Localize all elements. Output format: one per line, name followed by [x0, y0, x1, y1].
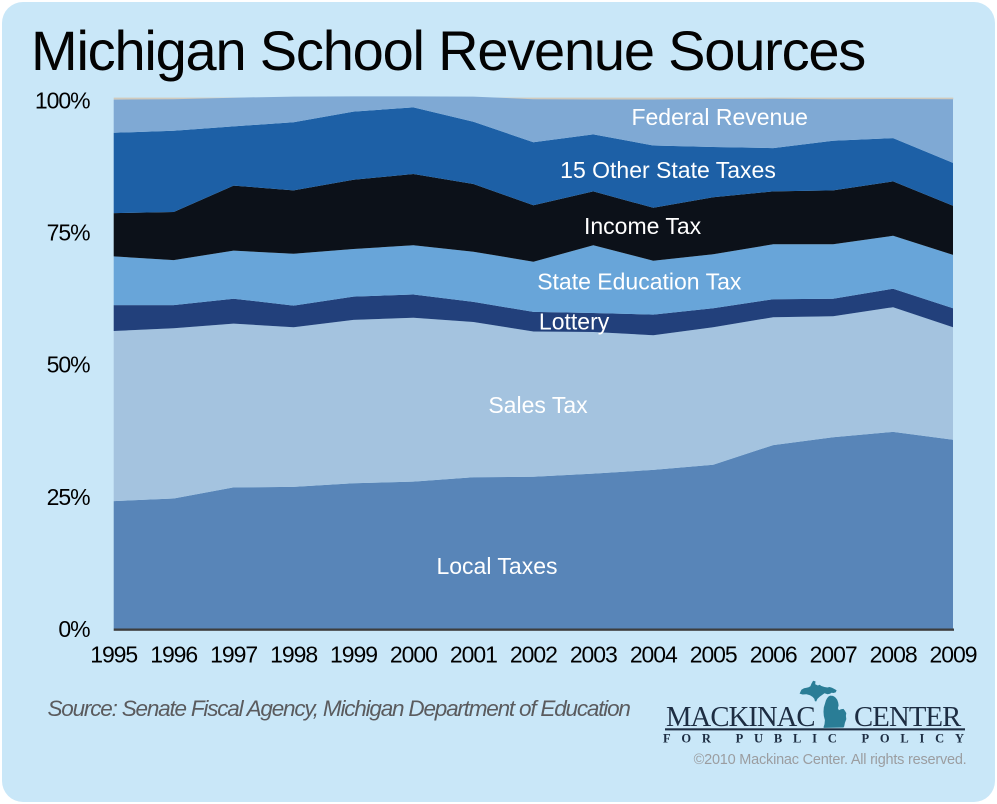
svg-text:50%: 50% [47, 352, 91, 378]
svg-text:2005: 2005 [690, 642, 737, 668]
svg-text:Income Tax: Income Tax [584, 213, 702, 239]
svg-text:2009: 2009 [930, 642, 977, 668]
svg-text:2004: 2004 [630, 642, 678, 668]
svg-text:FOR PUBLIC POLICY: FOR PUBLIC POLICY [663, 731, 964, 745]
svg-text:1996: 1996 [150, 642, 197, 668]
svg-text:1995: 1995 [90, 642, 137, 668]
svg-text:Source: Senate Fiscal Agency,: Source: Senate Fiscal Agency, Michigan D… [48, 696, 631, 721]
svg-text:2001: 2001 [450, 642, 497, 668]
svg-text:State Education Tax: State Education Tax [537, 269, 742, 295]
svg-text:©2010 Mackinac Center. All rig: ©2010 Mackinac Center. All rights reserv… [694, 752, 967, 768]
svg-text:1998: 1998 [270, 642, 317, 668]
svg-text:2002: 2002 [510, 642, 557, 668]
svg-text:2007: 2007 [810, 642, 857, 668]
svg-text:2003: 2003 [570, 642, 617, 668]
svg-text:25%: 25% [47, 484, 91, 510]
svg-text:2000: 2000 [390, 642, 437, 668]
svg-text:MACKINAC: MACKINAC [666, 701, 815, 733]
svg-text:Sales Tax: Sales Tax [488, 392, 588, 418]
svg-text:1997: 1997 [210, 642, 257, 668]
svg-text:0%: 0% [58, 616, 90, 642]
svg-text:2008: 2008 [870, 642, 917, 668]
svg-text:Federal Revenue: Federal Revenue [631, 104, 807, 130]
svg-text:2006: 2006 [750, 642, 797, 668]
svg-text:Lottery: Lottery [539, 309, 610, 335]
svg-text:CENTER: CENTER [854, 701, 962, 733]
svg-text:75%: 75% [47, 220, 91, 246]
svg-text:100%: 100% [35, 87, 90, 113]
svg-text:1999: 1999 [330, 642, 377, 668]
svg-text:Local Taxes: Local Taxes [436, 553, 557, 579]
svg-text:15 Other State Taxes: 15 Other State Taxes [560, 157, 776, 183]
